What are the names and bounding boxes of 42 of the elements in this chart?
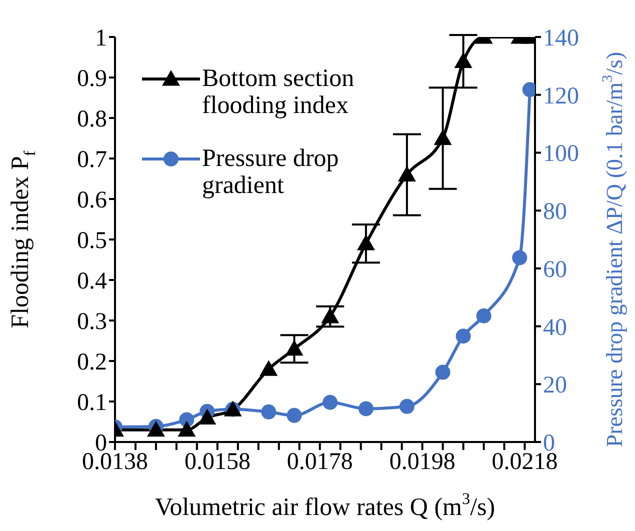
y-tick-label: 0.2 [77, 350, 107, 376]
y-tick-label: 0.8 [77, 106, 107, 133]
y2-tick-label: 100 [543, 141, 579, 168]
point [146, 420, 165, 437]
point [198, 408, 216, 424]
y2-tick-label: 120 [543, 83, 579, 110]
y-tick-label: 0.4 [77, 268, 107, 295]
point [356, 234, 375, 250]
point [456, 328, 471, 344]
legend-label: Pressure drop gradient [202, 145, 340, 199]
y2-tick-label: 20 [543, 372, 567, 399]
point [322, 394, 338, 410]
y2-tick-label: 40 [543, 314, 567, 341]
point [321, 307, 340, 324]
x-tick-label: 0.0198 [389, 449, 456, 476]
point [476, 308, 492, 324]
y-tick-label: 0.5 [77, 228, 107, 254]
point [286, 408, 302, 423]
point [285, 340, 304, 356]
point [358, 401, 374, 416]
y-tick-label: 0.3 [77, 309, 107, 336]
point [434, 129, 452, 145]
point [454, 52, 472, 68]
y2-tick-label: 80 [543, 199, 567, 226]
legend-label: Bottom section flooding index [202, 65, 356, 119]
y-tick-label: 0.9 [77, 66, 107, 92]
point [178, 420, 196, 437]
y-tick-label: 1 [95, 26, 107, 52]
x-axis-title: Volumetric air flow rates Q (m$^{3}$/s) [154, 490, 496, 521]
point [398, 166, 416, 182]
y-tick-label: 0.6 [77, 188, 107, 214]
x-tick-label: 0.0158 [184, 449, 250, 476]
point [399, 398, 414, 414]
point [435, 364, 450, 380]
y2-tick-label: 140 [543, 26, 579, 52]
x-tick-label: 0.0178 [286, 449, 353, 476]
y-tick-label: 0.7 [77, 147, 107, 174]
point [512, 250, 528, 266]
point [260, 360, 278, 376]
y-tick-label: 0.1 [77, 390, 107, 416]
y2-tick-label: 60 [543, 256, 567, 283]
point [261, 404, 276, 420]
